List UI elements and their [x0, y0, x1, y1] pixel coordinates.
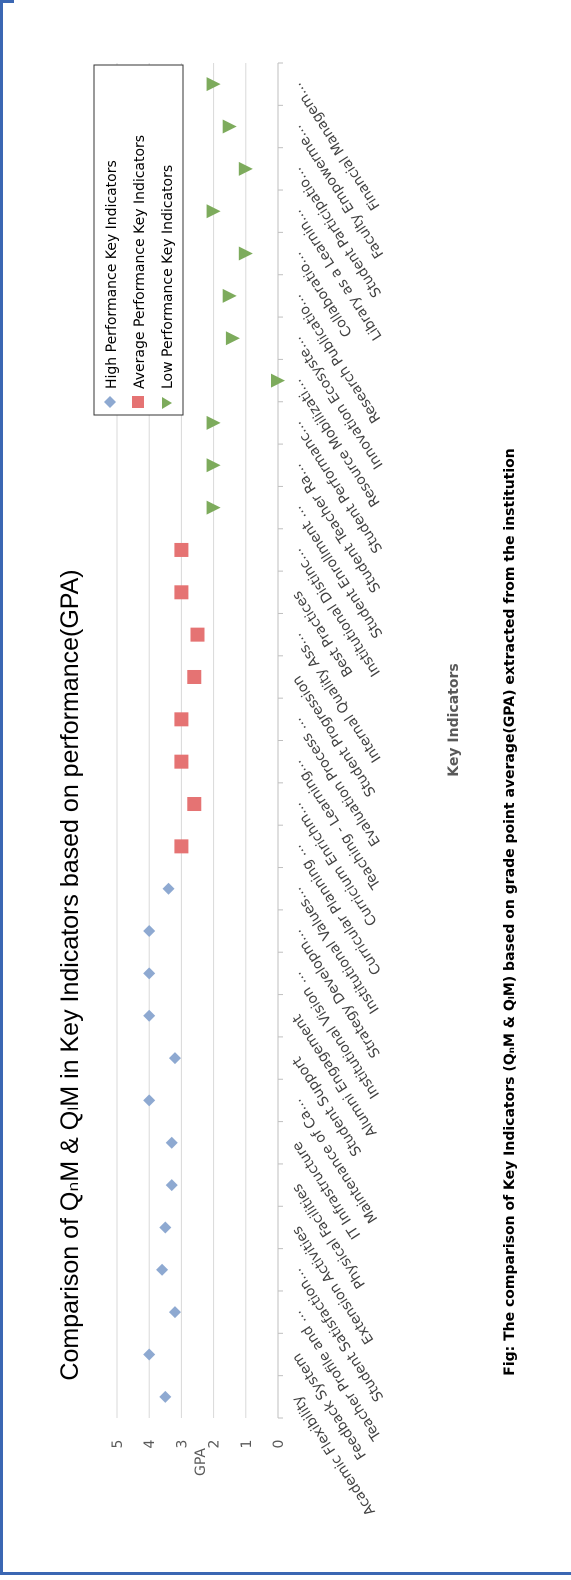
data-point-high: [168, 1306, 181, 1319]
data-point-low: [206, 204, 221, 219]
legend-label-low: Low Performance Key Indicators: [160, 165, 176, 389]
data-point-average: [174, 754, 189, 769]
figure-caption: Fig: The comparison of Key Indicators (Q…: [502, 448, 518, 1375]
legend-label-high: High Performance Key Indicators: [104, 160, 120, 389]
data-point-low: [271, 373, 285, 388]
legend-label-average: Average Performance Key Indicators: [132, 135, 148, 389]
data-point-high: [159, 1390, 172, 1403]
data-point-average: [190, 627, 205, 642]
data-point-average: [174, 542, 189, 557]
legend: High Performance Key Indicators Average …: [93, 64, 184, 416]
data-point-average: [187, 669, 202, 684]
data-point-average: [174, 839, 189, 854]
data-point-low: [222, 288, 237, 303]
data-point-average: [174, 712, 189, 727]
data-point-high: [143, 1009, 156, 1022]
data-point-low: [238, 161, 253, 176]
data-point-high: [159, 1221, 172, 1234]
data-point-high: [165, 1179, 178, 1192]
y-tick-label: 0: [271, 1440, 287, 1449]
data-point-high: [143, 967, 156, 980]
data-point-high: [162, 882, 175, 895]
data-point-high: [168, 1052, 181, 1065]
legend-marker-low: [162, 397, 172, 409]
data-point-average: [187, 797, 202, 812]
data-point-low: [206, 77, 221, 92]
data-point-high: [143, 1348, 156, 1361]
frame-border-top: [0, 0, 14, 3]
data-point-low: [238, 246, 253, 261]
x-axis-label: Key Indicators: [446, 663, 462, 776]
legend-marker-average: [132, 396, 144, 408]
legend-box: [93, 64, 184, 416]
data-point-low: [225, 331, 240, 346]
chart-title: Comparison of QₙM & QₗM in Key Indicator…: [56, 569, 84, 1380]
data-point-high: [165, 1136, 178, 1149]
y-tick-label: 5: [110, 1440, 126, 1449]
data-point-high: [143, 925, 156, 938]
y-axis-label: GPA: [193, 1448, 209, 1476]
data-point-low: [222, 119, 237, 134]
y-tick-label: 1: [239, 1440, 255, 1449]
y-tick-label: 3: [174, 1440, 190, 1449]
y-tick-label: 2: [207, 1440, 223, 1449]
y-tick-label: 4: [142, 1439, 158, 1448]
frame-border-bottom: [0, 1572, 571, 1575]
data-point-high: [156, 1263, 169, 1276]
data-point-low: [206, 458, 221, 473]
data-point-average: [174, 585, 189, 600]
data-point-low: [206, 415, 221, 430]
data-point-high: [143, 1094, 156, 1107]
data-point-low: [206, 500, 221, 515]
frame-border-left: [0, 0, 3, 1575]
legend-marker-high: [104, 396, 116, 408]
